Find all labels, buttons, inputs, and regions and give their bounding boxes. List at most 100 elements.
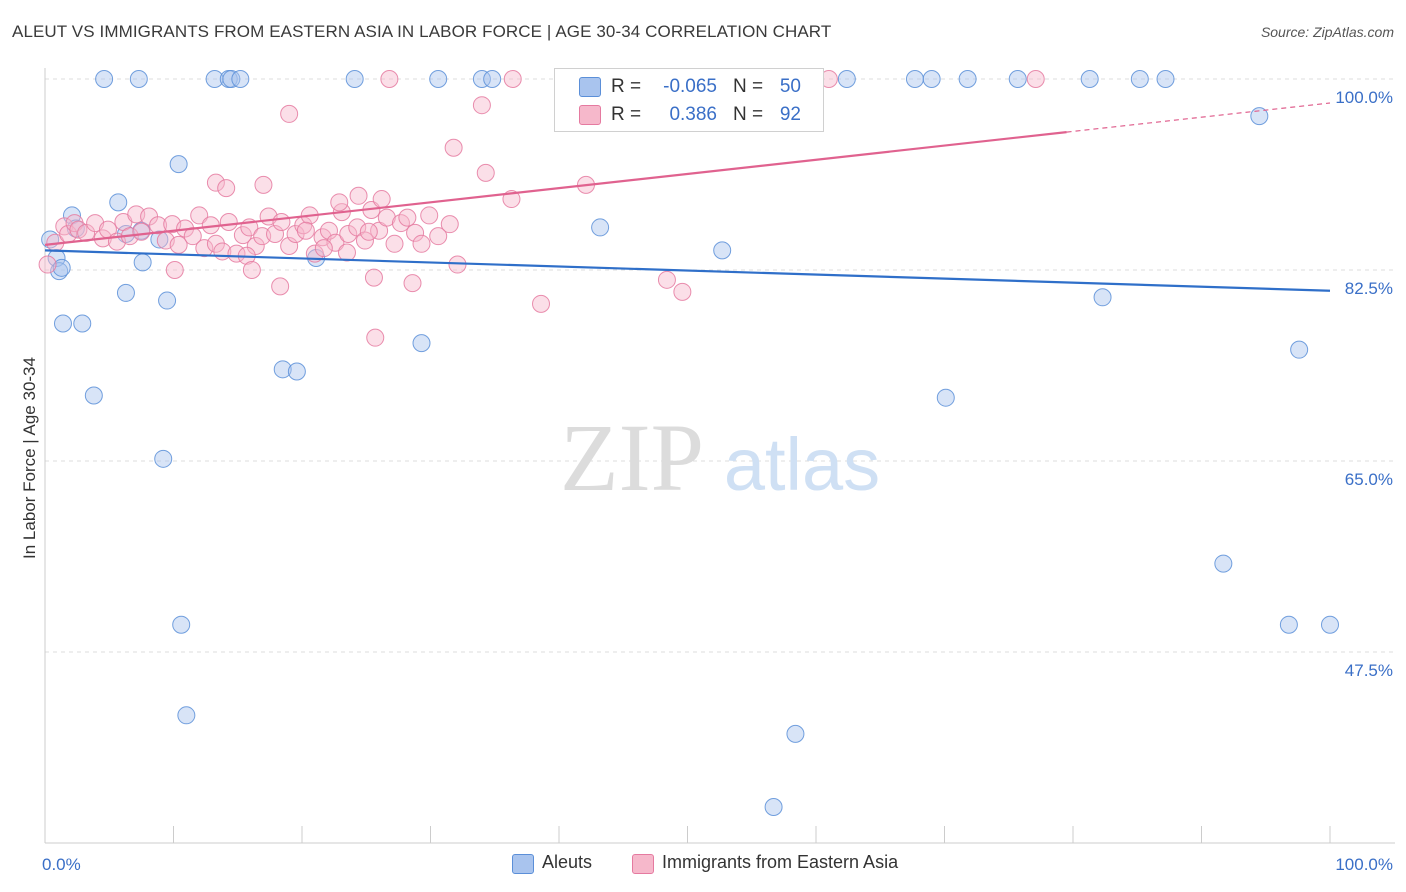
aleut-point [591,218,610,237]
aleut-point [287,362,306,381]
immigrant-point [246,236,265,255]
series-label-aleuts: Aleuts [542,852,593,872]
aleut-trend-line [44,249,1331,292]
legend-swatch-aleuts [579,77,601,97]
aleut-point [116,283,135,302]
legend-row-aleuts: R = -0.065 N = 50 [555,73,823,101]
aleut-point [73,314,92,333]
immigrant-point [272,212,291,231]
aleut-point [52,258,71,277]
aleut-point [483,70,502,88]
watermark-atlas: atlas [724,423,880,506]
axes [44,68,1395,844]
immigrant-point [206,173,225,192]
y-tick-labels: 47.5% 65.0% 82.5% 100.0% [1335,88,1393,680]
legend-n-value: 50 [779,76,801,97]
aleut-point [172,615,191,634]
aleut-point [958,70,977,88]
aleut-point [786,724,805,743]
immigrant-point [359,222,378,241]
aleut-point [429,70,448,88]
legend-r-label: R = [611,104,642,125]
immigrant-point [444,138,463,157]
immigrant-point [1026,70,1045,88]
legend-n-value: 92 [779,104,801,125]
series-swatch-immigrants [632,854,654,874]
immigrant-point [190,206,209,225]
immigrant-point [296,221,315,240]
immigrant-point [242,261,261,279]
legend-r-value: 0.386 [669,104,717,125]
immigrant-point [380,70,399,88]
aleut-point [150,230,169,249]
aleut-point [345,70,364,88]
series-swatch-aleuts [512,854,534,874]
y-tick-label: 82.5% [1345,279,1393,298]
immigrant-point [377,208,396,227]
immigrant-point [472,96,491,115]
aleut-point [95,70,114,88]
x-tick-labels: 0.0% 100.0% [42,855,1393,874]
immigrant-point [420,206,439,225]
immigrant-point [314,239,333,258]
aleut-point [154,449,173,468]
immigrant-point [254,175,273,194]
x-tick-label: 0.0% [42,855,81,874]
aleut-point [1321,615,1339,634]
immigrant-point [355,231,374,250]
series-legend: Aleuts Immigrants from Eastern Asia [0,852,1406,876]
aleut-point [905,70,924,88]
scatter-points [38,70,1339,816]
immigrant-point [673,282,692,301]
watermark: ZIP atlas [560,404,880,511]
immigrant-point [412,234,431,253]
aleut-point [1156,70,1175,88]
immigrant-point [132,222,151,241]
aleut-point [764,797,783,816]
aleut-point [273,360,292,379]
series-label-immigrants: Immigrants from Eastern Asia [662,852,899,872]
immigrant-point [532,294,551,313]
source-credit: Source: ZipAtlas.com [1260,24,1394,40]
y-tick-label: 100.0% [1335,88,1393,107]
aleut-point [84,386,103,405]
aleut-point [837,70,856,88]
x-tick-label: 100.0% [1335,855,1393,874]
immigrant-point [406,223,425,242]
immigrant-point [364,268,383,287]
aleut-point [1214,554,1233,573]
immigrant-point [195,239,214,258]
immigrant-point [372,190,391,209]
watermark-zip: ZIP [560,404,704,511]
immigrant-point [165,261,184,279]
immigrant-point [339,224,358,243]
immigrant-point [326,233,345,252]
immigrant-point [206,234,225,253]
immigrant-point [440,215,459,234]
aleut-point [1093,288,1112,307]
legend-r-value: -0.065 [663,76,717,97]
aleut-point [133,253,152,272]
legend-row-immigrants: R = 0.386 N = 92 [555,101,823,129]
aleut-point [169,155,188,174]
aleut-point [922,70,941,88]
legend-n-label: N = [733,104,764,125]
aleut-point [1080,70,1099,88]
immigrant-point [219,212,238,231]
immigrant-point [149,216,168,235]
immigrant-point [233,226,252,245]
immigrant-point [330,193,349,212]
aleut-point [412,334,431,353]
trend-lines [44,102,1331,292]
legend-swatch-immigrants [579,105,601,125]
aleut-point [1130,70,1149,88]
immigrant-point [398,208,417,227]
immigrant-point [429,227,448,246]
immigrant-point [366,328,385,347]
aleut-point [177,706,196,725]
immigrant-point [38,255,57,274]
immigrant-point [385,234,404,253]
immigrant-point [476,163,495,182]
correlation-legend: R = -0.065 N = 50 R = 0.386 N = 92 [554,68,824,132]
y-tick-label: 47.5% [1345,661,1393,680]
